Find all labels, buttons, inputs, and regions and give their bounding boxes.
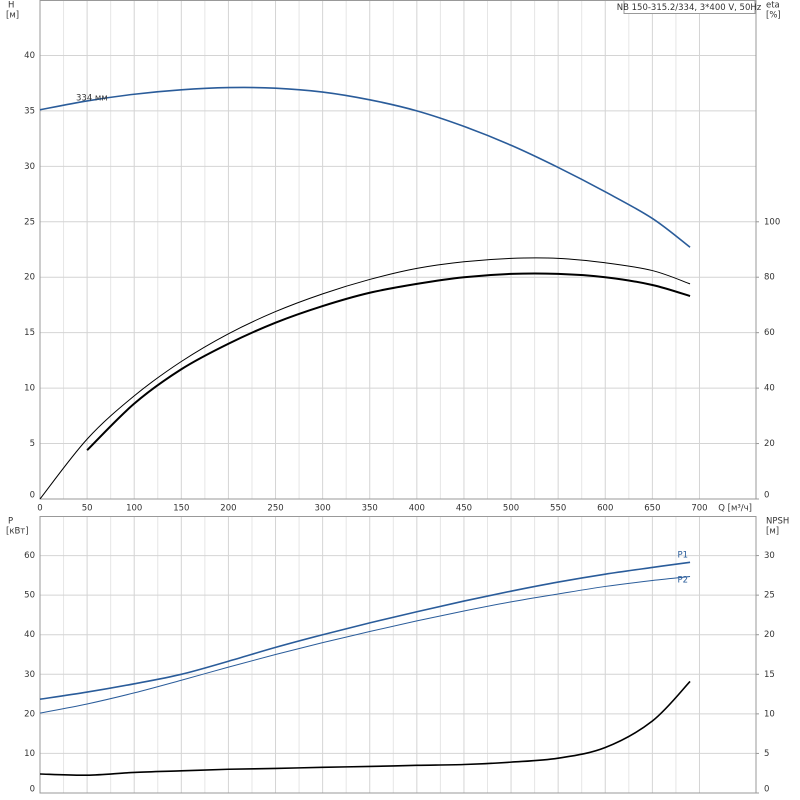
y-tick-label: 40: [24, 51, 35, 61]
x-tick-label: 300: [315, 504, 331, 514]
y2-tick-label: 20: [764, 439, 775, 449]
y2-axis-unit: [%]: [766, 11, 781, 21]
x-tick-label: 450: [456, 504, 472, 514]
x-tick-label: 150: [173, 504, 189, 514]
x-tick-label: 500: [503, 504, 519, 514]
x-tick-label: 250: [267, 504, 283, 514]
x-tick-label: 0: [37, 504, 42, 514]
y-axis-unit: [кВт]: [6, 527, 29, 537]
y-tick-label: 25: [24, 217, 35, 227]
curve: [39, 576, 691, 714]
x-tick-label: 600: [597, 504, 613, 514]
y2-axis-label: eta: [766, 1, 780, 11]
y-axis-label: P: [8, 517, 13, 527]
y2-tick-label: 40: [764, 384, 775, 394]
x-axis-label: Q [м³/ч]: [718, 504, 752, 514]
y-tick-label: 35: [24, 106, 35, 116]
y-tick-label: 60: [24, 551, 35, 561]
curve: [86, 272, 691, 451]
chart-title: NB 150-315.2/334, 3*400 V, 50Hz: [617, 3, 762, 13]
y2-tick-label: 25: [764, 591, 775, 601]
series-label: 334 мм: [76, 94, 108, 104]
x-tick-label: 650: [644, 504, 660, 514]
y-tick-label: 40: [24, 630, 35, 640]
x-tick-label: 700: [691, 504, 707, 514]
y-tick-label: 15: [24, 328, 35, 338]
series-label: P2: [677, 576, 688, 586]
x-tick-label: 100: [126, 504, 142, 514]
plot-frame: [39, 0, 757, 500]
y2-tick-label: 15: [764, 670, 775, 680]
y2-tick-label: 10: [764, 709, 775, 719]
y2-tick-label: 5: [764, 749, 769, 759]
y-tick-label: 20: [24, 273, 35, 283]
y2-tick-label: 30: [764, 551, 775, 561]
series-label: P1: [677, 551, 688, 561]
curve: [39, 257, 691, 500]
curve: [39, 680, 691, 777]
x-tick-label: 50: [82, 504, 93, 514]
y-axis-label: H: [8, 1, 14, 11]
title-box: [623, 0, 756, 14]
y-tick-label: 10: [24, 749, 35, 759]
curve: [39, 561, 691, 701]
y2-tick-label: 0: [764, 785, 769, 795]
x-tick-label: 400: [409, 504, 425, 514]
y2-axis-label: NPSH: [766, 517, 789, 527]
y-tick-label: 30: [24, 162, 35, 172]
y-tick-label: 50: [24, 591, 35, 601]
x-tick-label: 200: [220, 504, 236, 514]
curve: [39, 86, 691, 248]
x-tick-label: 350: [362, 504, 378, 514]
y2-tick-label: 20: [764, 630, 775, 640]
y-tick-label: 10: [24, 384, 35, 394]
x-tick-label: 550: [550, 504, 566, 514]
y2-tick-label: 80: [764, 273, 775, 283]
y2-tick-label: 60: [764, 328, 775, 338]
y-tick-label: 20: [24, 709, 35, 719]
y-tick-label: 0: [30, 785, 35, 795]
y2-axis-unit: [м]: [766, 527, 779, 537]
y-tick-label: 0: [30, 491, 35, 501]
y-tick-label: 5: [30, 439, 35, 449]
plot-frame: [39, 516, 757, 794]
y-tick-label: 30: [24, 670, 35, 680]
y2-tick-label: 0: [764, 491, 769, 501]
y-axis-unit: [м]: [6, 11, 19, 21]
y2-tick-label: 100: [764, 217, 780, 227]
